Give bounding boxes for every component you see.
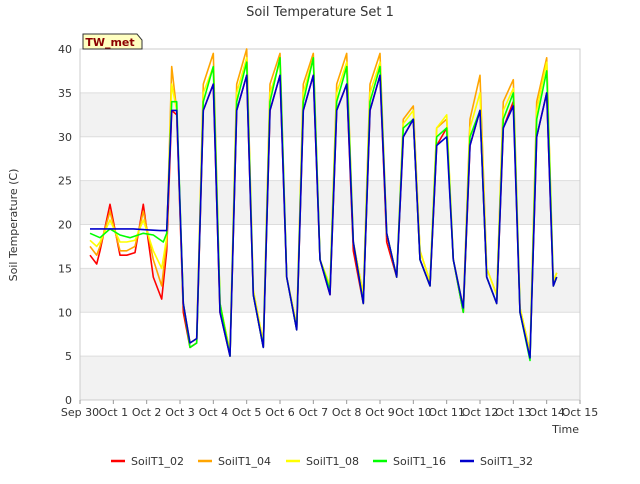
legend-label: SoilT1_08 [306,455,359,468]
y-tick-label: 10 [58,306,72,319]
x-tick-label: Oct 8 [332,406,362,419]
x-tick-label: Oct 11 [428,406,465,419]
x-tick-label: Oct 2 [132,406,162,419]
x-tick-label: Oct 10 [395,406,432,419]
legend-label: SoilT1_16 [393,455,446,468]
plot-band [80,180,580,225]
series-line-soilt1_32 [90,74,558,359]
y-tick-label: 20 [58,219,72,232]
series-lines [89,48,558,362]
y-tick-label: 0 [65,394,72,407]
y-tick-label: 30 [58,131,72,144]
x-tick-label: Oct 15 [562,406,599,419]
x-tick-label: Oct 7 [299,406,329,419]
plot-frame [79,48,581,401]
y-tick-label: 15 [58,262,72,275]
x-tick-label: Oct 1 [99,406,129,419]
y-axis-ticks: 0 5 10 15 20 25 30 35 40 [58,43,72,407]
x-tick-label: Oct 12 [462,406,499,419]
y-tick-label: 40 [58,43,72,56]
x-tick-label: Oct 9 [365,406,395,419]
plot-band [80,356,580,400]
plot-band [80,92,580,137]
y-tick-label: 25 [58,175,72,188]
x-axis-label: Time [551,423,579,436]
x-tick-label: Oct 3 [165,406,195,419]
chart-title: Soil Temperature Set 1 [246,5,394,20]
legend: SoilT1_02 SoilT1_04 SoilT1_08 SoilT1_16 Soil… [111,455,533,468]
plot-bands [80,92,580,400]
station-badge-label: TW_met [85,36,134,49]
station-badge: TW_met [82,33,143,50]
x-tick-label: Oct 5 [232,406,262,419]
legend-label: SoilT1_04 [218,455,271,468]
x-axis-ticks: Sep 30 Oct 1 Oct 2 Oct 3 Oct 4 Oct 5 Oct 6 Oct … [61,400,598,419]
legend-label: SoilT1_32 [480,455,533,468]
x-tick-label: Oct 14 [528,406,565,419]
x-tick-label: Oct 6 [265,406,295,419]
y-axis-label: Soil Temperature (C) [7,169,20,282]
y-tick-label: 5 [65,350,72,363]
legend-label: SoilT1_02 [131,455,184,468]
y-tick-label: 35 [58,87,72,100]
x-tick-label: Sep 30 [61,406,99,419]
x-tick-label: Oct 4 [199,406,229,419]
x-tick-label: Oct 13 [495,406,532,419]
